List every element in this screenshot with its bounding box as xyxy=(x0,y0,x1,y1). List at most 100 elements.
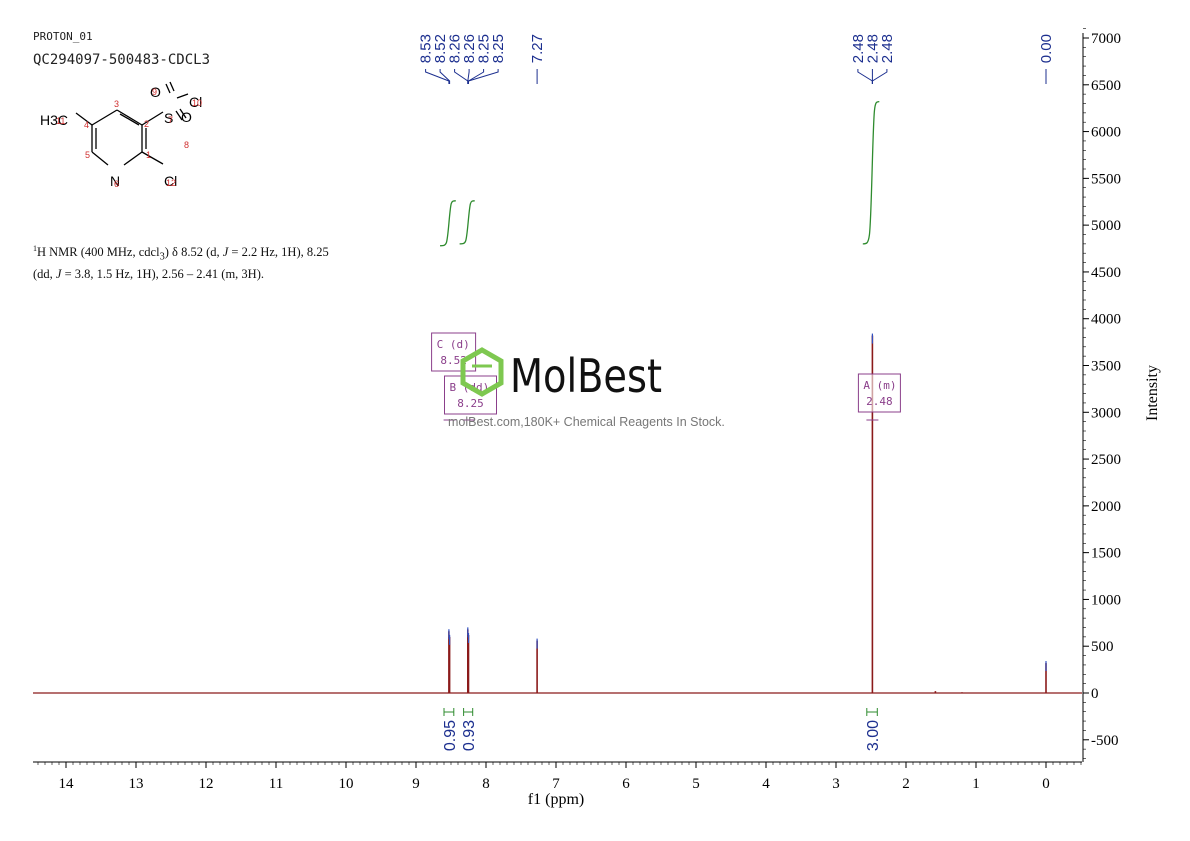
multiplet-box xyxy=(431,332,477,372)
integral-curve xyxy=(459,200,475,245)
integral-value: 0.93 xyxy=(461,720,478,751)
integral-curve xyxy=(439,200,456,247)
atom-number: 1 xyxy=(146,150,151,160)
peak-label-leader xyxy=(468,69,485,84)
x-tick-label: 4 xyxy=(762,776,770,792)
y-tick-label: 3000 xyxy=(1091,405,1121,421)
multiplet-label: C (d) xyxy=(437,338,470,351)
multiplet-shift: 8.52 xyxy=(440,354,467,367)
peak-label: 8.25 xyxy=(476,34,493,63)
y-tick-label: 6000 xyxy=(1091,125,1121,141)
watermark-tagline: molBest.com,180K+ Chemical Reagents In S… xyxy=(448,415,725,429)
peak-label: 2.48 xyxy=(864,34,881,63)
multiplet-box xyxy=(857,373,901,413)
x-tick-label: 8 xyxy=(482,776,490,792)
atom-symbol: O xyxy=(150,84,161,100)
x-tick-label: 10 xyxy=(339,776,354,792)
watermark: MolBest molBest.com,180K+ Chemical Reage… xyxy=(448,347,725,429)
y-tick-label: 500 xyxy=(1091,639,1114,655)
y-tick-label: 1000 xyxy=(1091,592,1121,608)
peak-label: 8.26 xyxy=(461,34,478,63)
peak-label: 2.48 xyxy=(879,34,896,63)
watermark-brand: MolBest xyxy=(510,349,662,403)
summary-j-symbol: J xyxy=(222,245,229,260)
atom-symbol: O xyxy=(181,109,192,125)
x-axis-title: f1 (ppm) xyxy=(528,791,584,808)
peak-label: 8.25 xyxy=(490,34,507,63)
peak-label-leader xyxy=(439,69,451,84)
atom-symbol: N xyxy=(110,173,120,189)
integral-curve xyxy=(862,100,880,245)
nucleus-superscript: 1 xyxy=(33,244,37,253)
peak-label-leader xyxy=(857,69,873,84)
y-tick-label: 3500 xyxy=(1091,359,1121,375)
peak-label: 7.27 xyxy=(529,34,546,63)
x-tick-label: 13 xyxy=(129,776,144,792)
atom-number: 10 xyxy=(192,98,202,108)
summary-line2-b: = 3.8, 1.5 Hz, 1H), 2.56 – 2.41 (m, 3H). xyxy=(61,266,264,281)
peak-label: 0.00 xyxy=(1038,34,1055,63)
peak-labels: 8.538.528.268.268.258.25 7.27 2.482.482.48… xyxy=(418,34,1055,84)
summary-solvent-sub: 3 xyxy=(159,251,165,263)
x-tick-label: 7 xyxy=(552,776,560,792)
peak-label-leader xyxy=(454,69,469,84)
sample-name: QC294097-500483-CDCL3 xyxy=(33,52,211,68)
peak-label-leader xyxy=(425,69,450,84)
peak-label: 2.48 xyxy=(850,34,867,63)
x-tick-label: 6 xyxy=(622,776,630,792)
integral-value: 0.95 xyxy=(442,720,459,751)
y-tick-label: 0 xyxy=(1091,686,1099,702)
y-tick-label: 1500 xyxy=(1091,546,1121,562)
summary-line1-c: = 2.2 Hz, 1H), 8.25 xyxy=(228,245,329,260)
x-tick-label: 9 xyxy=(412,776,420,792)
atom-number: 12 xyxy=(166,178,176,188)
summary-line1-a: H NMR (400 MHz, cdcl xyxy=(37,245,160,260)
peak-label: 8.52 xyxy=(432,34,449,63)
x-tick-label: 1 xyxy=(972,776,980,792)
atom-number: 3 xyxy=(114,99,119,109)
y-tick-label: 5000 xyxy=(1091,218,1121,234)
peak-label: 8.53 xyxy=(418,34,435,63)
y-axis-title: Intensity xyxy=(1144,365,1161,421)
peak-label-leader xyxy=(871,69,888,84)
y-tick-label: 2500 xyxy=(1091,452,1121,468)
x-tick-label: 0 xyxy=(1042,776,1050,792)
integrals: 0.95 0.93 3.00 xyxy=(439,100,882,751)
y-tick-label: -500 xyxy=(1091,733,1119,749)
y-tick-label: 2000 xyxy=(1091,499,1121,515)
y-tick-label: 4000 xyxy=(1091,312,1121,328)
multiplet-label: A (m) xyxy=(863,379,896,392)
integral-value: 3.00 xyxy=(865,720,882,751)
x-tick-label: 5 xyxy=(692,776,700,792)
atom-number: 6 xyxy=(114,179,119,189)
atom-number: 11 xyxy=(56,116,65,126)
x-tick-label: 2 xyxy=(902,776,910,792)
y-tick-label: 4500 xyxy=(1091,265,1121,281)
x-tick-label: 3 xyxy=(832,776,840,792)
atom-symbol: Cl xyxy=(189,94,202,110)
peak-label-leader xyxy=(467,69,470,84)
summary-line1-b: ) δ 8.52 (d, xyxy=(164,245,223,260)
multiplet-shift: 2.48 xyxy=(866,395,893,408)
atom-number: 2 xyxy=(144,119,149,129)
x-tick-label: 12 xyxy=(199,776,214,792)
atom-number: 7 xyxy=(168,115,173,125)
y-tick-label: 6500 xyxy=(1091,78,1121,94)
molecule-bonds xyxy=(75,81,189,166)
chart-axes: 14 13 12 11 10 9 8 7 6 5 4 3 2 1 070006500600055005000… xyxy=(33,28,1161,808)
y-tick-label: 5500 xyxy=(1091,171,1121,187)
spectrum-trace xyxy=(33,333,1082,694)
x-tick-label: 11 xyxy=(269,776,283,792)
atom-symbol: Cl xyxy=(164,173,177,189)
multiplet-box xyxy=(444,375,497,415)
multiplet-shift: 8.25 xyxy=(457,397,484,410)
molbest-logo-icon xyxy=(460,347,504,397)
x-tick-label: 14 xyxy=(59,776,75,792)
summary-j-symbol: J xyxy=(55,266,62,281)
atom-number: 8 xyxy=(184,140,189,150)
experiment-id: PROTON_01 xyxy=(33,30,93,43)
peak-label: 8.26 xyxy=(447,34,464,63)
summary-line2-a: (dd, xyxy=(33,266,56,281)
